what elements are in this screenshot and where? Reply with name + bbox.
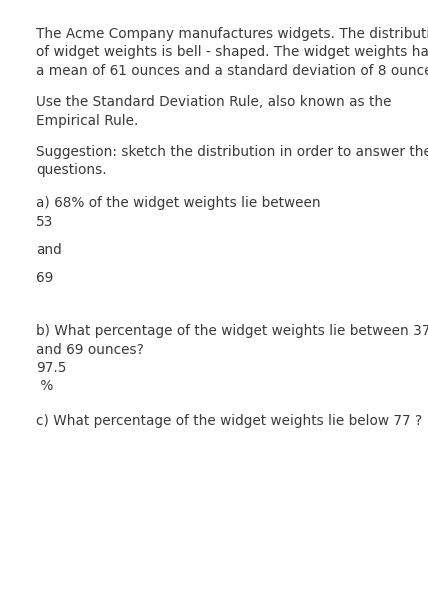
Text: 53: 53: [36, 215, 54, 229]
Text: Use the Standard Deviation Rule, also known as the: Use the Standard Deviation Rule, also kn…: [36, 95, 392, 109]
Text: a) 68% of the widget weights lie between: a) 68% of the widget weights lie between: [36, 196, 321, 211]
Text: 69: 69: [36, 271, 54, 286]
Text: questions.: questions.: [36, 163, 107, 177]
Text: a mean of 61 ounces and a standard deviation of 8 ounces.: a mean of 61 ounces and a standard devia…: [36, 64, 428, 78]
Text: Empirical Rule.: Empirical Rule.: [36, 114, 139, 128]
Text: %: %: [36, 379, 54, 394]
Text: b) What percentage of the widget weights lie between 37: b) What percentage of the widget weights…: [36, 324, 428, 338]
Text: and: and: [36, 243, 62, 257]
Text: c) What percentage of the widget weights lie below 77 ?: c) What percentage of the widget weights…: [36, 414, 422, 429]
Text: and 69 ounces?: and 69 ounces?: [36, 343, 144, 357]
Text: of widget weights is bell - shaped. The widget weights have: of widget weights is bell - shaped. The …: [36, 45, 428, 60]
Text: 97.5: 97.5: [36, 361, 67, 375]
Text: Suggestion: sketch the distribution in order to answer these: Suggestion: sketch the distribution in o…: [36, 145, 428, 159]
Text: The Acme Company manufactures widgets. The distribution: The Acme Company manufactures widgets. T…: [36, 27, 428, 41]
